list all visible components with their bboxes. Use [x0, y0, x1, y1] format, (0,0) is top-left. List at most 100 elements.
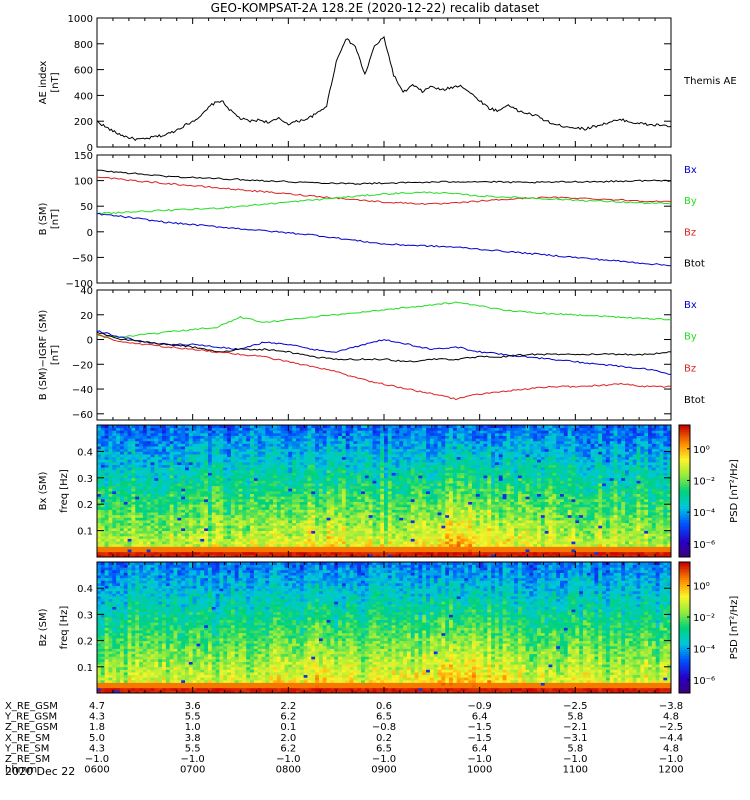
spectrogram-cell — [108, 496, 113, 500]
spectrogram-cell — [364, 435, 370, 439]
spectrogram-cell — [449, 469, 454, 473]
spectrogram-cell — [269, 538, 274, 542]
spectrogram-cell — [318, 488, 324, 492]
spectrogram-cell — [207, 525, 213, 529]
spectrogram-cell — [261, 472, 266, 476]
spectrogram-cell — [150, 493, 155, 497]
spectrogram-cell — [426, 543, 431, 547]
spectrogram-cell — [181, 475, 186, 479]
spectrogram-cell — [322, 509, 327, 513]
spectrogram-cell — [449, 480, 454, 484]
spectrogram-cell — [257, 525, 262, 529]
spectrogram-cell — [188, 514, 194, 518]
spectrogram-cell — [280, 501, 285, 505]
spectrogram-cell — [204, 491, 209, 495]
spectrogram-cell — [246, 451, 251, 455]
spectrogram-cell — [169, 461, 174, 465]
spectrogram-cell — [108, 427, 113, 431]
spectrogram-cell — [299, 520, 305, 524]
spectrogram-cell — [97, 483, 102, 487]
spectrogram-cell — [139, 551, 144, 555]
spectrogram-cell — [345, 438, 350, 442]
spectrogram-cell — [131, 435, 136, 439]
spectrogram-cell — [230, 454, 236, 458]
spectrogram-cell — [353, 535, 358, 539]
spectrogram-cell — [242, 520, 247, 524]
spectrogram-cell — [173, 535, 178, 539]
spectrogram-cell — [399, 485, 404, 489]
spectrogram-cell — [261, 525, 266, 529]
spectrogram-cell — [368, 451, 373, 455]
spectrogram-cell — [372, 448, 377, 452]
spectrogram-cell — [330, 517, 335, 521]
spectrogram-cell — [127, 488, 132, 492]
spectrogram-cell — [131, 493, 136, 497]
spectrogram-cell — [273, 461, 278, 465]
spectrogram-cell — [108, 541, 113, 545]
spectrogram-cell — [311, 469, 316, 473]
spectrogram-cell — [353, 530, 358, 534]
spectrogram-cell — [204, 477, 209, 481]
spectrogram-cell — [165, 475, 171, 479]
spectrogram-cell — [433, 543, 438, 547]
spectrogram-cell — [357, 475, 362, 479]
spectrogram-cell — [261, 435, 266, 439]
spectrogram-cell — [261, 488, 266, 492]
spectrogram-cell — [361, 446, 366, 450]
spectrogram-cell — [207, 438, 213, 442]
spectrogram-cell — [242, 496, 247, 500]
spectrogram-cell — [265, 480, 270, 484]
spectrogram-cell — [338, 459, 343, 463]
spectrogram-cell — [165, 496, 171, 500]
spectrogram-cell — [276, 427, 282, 431]
spectrogram-cell — [341, 541, 347, 545]
spectrogram-cell — [403, 530, 408, 534]
spectrogram-cell — [418, 504, 423, 508]
spectrogram-cell — [261, 427, 266, 431]
spectrogram-cell — [330, 456, 335, 460]
spectrogram-cell — [165, 451, 171, 455]
spectrogram-cell — [142, 527, 148, 531]
spectrogram-cell — [185, 509, 190, 513]
spectrogram-cell — [452, 498, 458, 502]
spectrogram-cell — [211, 493, 217, 497]
spectrogram-cell — [257, 477, 262, 481]
spectrogram-cell — [288, 475, 293, 479]
spectrogram-cell — [433, 546, 438, 550]
spectrogram-cell — [215, 459, 220, 463]
spectrogram-cell — [395, 464, 400, 468]
spectrogram-cell — [165, 477, 171, 481]
spectrogram-cell — [395, 554, 400, 558]
spectrogram-cell — [200, 504, 205, 508]
spectrogram-cell — [142, 520, 148, 524]
spectrogram-cell — [414, 535, 419, 539]
spectrogram-cell — [211, 530, 217, 534]
spectrogram-cell — [330, 467, 335, 471]
spectrogram-cell — [338, 501, 343, 505]
spectrogram-cell — [204, 425, 209, 429]
spectrogram-cell — [158, 549, 163, 553]
spectrogram-cell — [188, 535, 194, 539]
spectrogram-cell — [158, 477, 163, 481]
spectrogram-cell — [219, 527, 224, 531]
spectrogram-cell — [399, 541, 404, 545]
spectrogram-cell — [242, 525, 247, 529]
spectrogram-cell — [173, 520, 178, 524]
spectrogram-cell — [123, 527, 129, 531]
spectrogram-cell — [169, 475, 174, 479]
spectrogram-cell — [192, 472, 197, 476]
spectrogram-cell — [135, 491, 140, 495]
spectrogram-cell — [211, 551, 217, 555]
spectrogram-cell — [246, 469, 251, 473]
spectrogram-cell — [185, 475, 190, 479]
spectrogram-cell — [326, 483, 331, 487]
spectrogram-cell — [273, 454, 278, 458]
spectrogram-cell — [246, 522, 251, 526]
spectrogram-cell — [433, 427, 438, 431]
spectrogram-cell — [303, 454, 308, 458]
spectrogram-cell — [142, 538, 148, 542]
spectrogram-cell — [150, 538, 155, 542]
spectrogram-cell — [445, 427, 450, 431]
spectrogram-cell — [364, 504, 370, 508]
spectrogram-cell — [173, 443, 178, 447]
